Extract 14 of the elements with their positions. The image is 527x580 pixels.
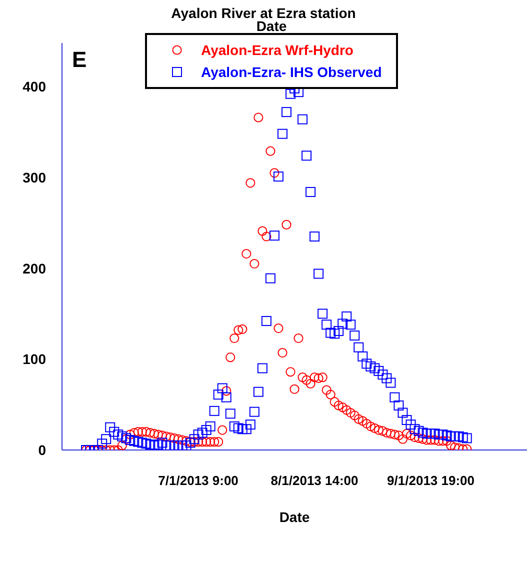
annotation: E bbox=[72, 47, 87, 73]
y-tick-label: 200 bbox=[22, 260, 46, 276]
x-tick-label: 7/1/2013 9:00 bbox=[158, 473, 238, 488]
x-tick-label: 9/1/2013 19:00 bbox=[387, 473, 475, 488]
legend-label: Ayalon-Ezra- IHS Observed bbox=[201, 64, 382, 80]
y-tick-label: 400 bbox=[22, 78, 46, 95]
y-tick-label: 0 bbox=[38, 442, 46, 458]
legend-label: Ayalon-Ezra Wrf-Hydro bbox=[201, 42, 354, 58]
chart-title: Ayalon River at Ezra station bbox=[170, 5, 357, 21]
y-tick-label: 300 bbox=[22, 169, 46, 186]
text: Date bbox=[256, 18, 287, 34]
y-tick-label: 100 bbox=[22, 351, 46, 368]
x-tick-label: 8/1/2013 14:00 bbox=[270, 473, 358, 488]
x-axis-title: Date bbox=[279, 509, 310, 525]
